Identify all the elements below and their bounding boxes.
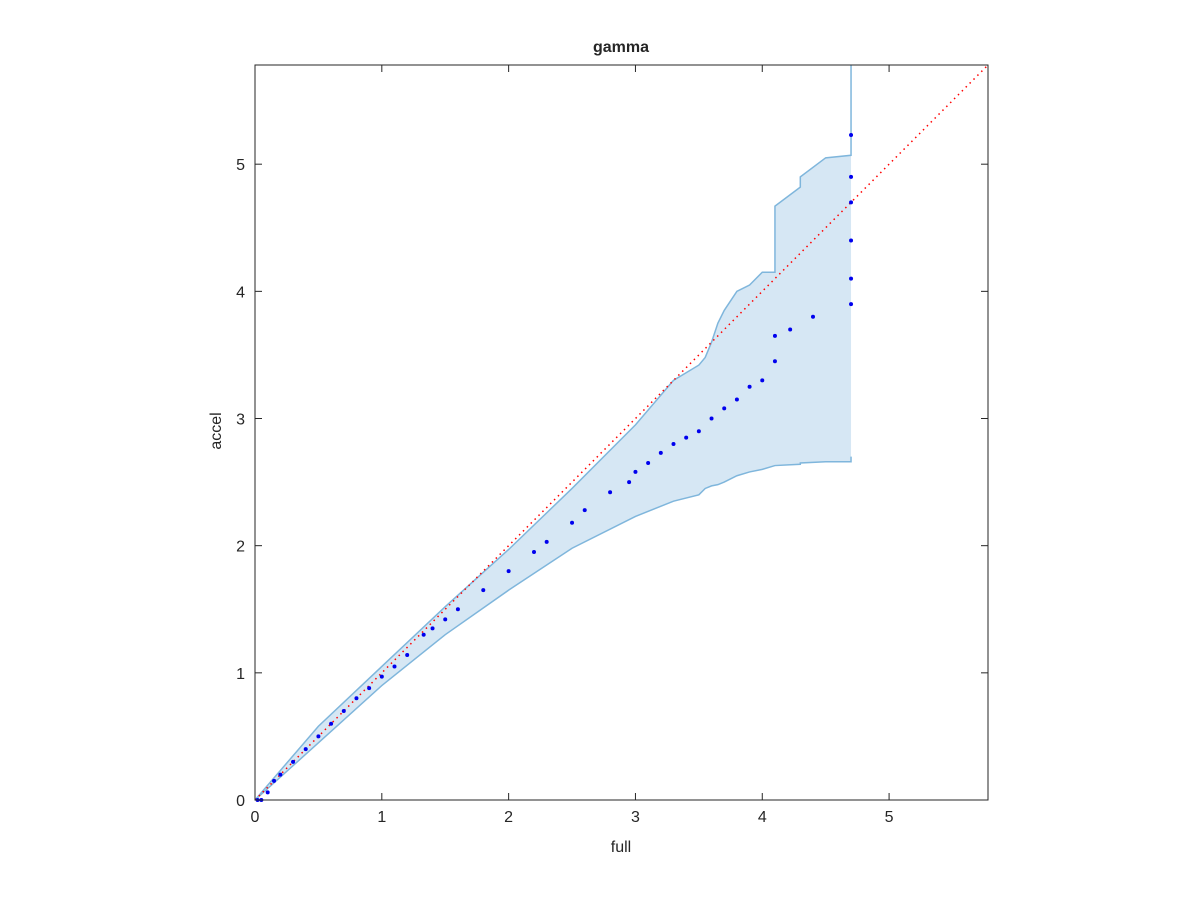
band-upper-edge xyxy=(254,65,852,801)
point xyxy=(627,480,632,485)
point xyxy=(291,759,296,764)
point xyxy=(684,435,689,440)
point xyxy=(671,441,676,446)
x-tick-label: 3 xyxy=(631,809,640,826)
point xyxy=(788,327,793,332)
point xyxy=(772,333,777,338)
point xyxy=(303,747,308,752)
point xyxy=(506,569,511,574)
point xyxy=(646,461,651,466)
point xyxy=(354,696,359,701)
y-axis-label: accel xyxy=(208,412,225,449)
point xyxy=(421,632,426,637)
point xyxy=(329,721,334,726)
point xyxy=(633,469,638,474)
point xyxy=(455,607,460,612)
point xyxy=(379,674,384,679)
point xyxy=(849,238,854,243)
point xyxy=(608,490,613,495)
x-tick-label: 1 xyxy=(377,809,386,826)
x-axis-label: full xyxy=(611,839,631,856)
point xyxy=(849,132,854,137)
y-tick-label: 2 xyxy=(236,539,245,556)
point xyxy=(772,359,777,364)
point xyxy=(849,200,854,205)
point xyxy=(531,550,536,555)
x-tick-label: 0 xyxy=(251,809,260,826)
band-fill xyxy=(255,65,852,800)
point xyxy=(316,734,321,739)
y-tick-label: 1 xyxy=(236,666,245,683)
point xyxy=(430,626,435,631)
y-tick-label: 5 xyxy=(236,157,245,174)
chart-title: gamma xyxy=(593,39,649,56)
x-tick-label: 4 xyxy=(758,809,767,826)
point xyxy=(709,416,714,421)
point xyxy=(747,384,752,389)
point xyxy=(696,429,701,434)
point xyxy=(570,520,575,525)
point xyxy=(481,588,486,593)
axes-box xyxy=(254,64,989,801)
point xyxy=(658,450,663,455)
point xyxy=(849,302,854,307)
point xyxy=(405,653,410,658)
y-tick-label: 4 xyxy=(236,284,245,301)
point xyxy=(582,508,587,513)
y-tick-label: 3 xyxy=(236,412,245,429)
point xyxy=(278,772,283,777)
x-tick-label: 2 xyxy=(504,809,513,826)
point xyxy=(760,378,765,383)
point xyxy=(443,617,448,622)
point xyxy=(810,314,815,319)
point xyxy=(392,664,397,669)
point xyxy=(849,174,854,179)
y-tick-label: 0 xyxy=(236,793,245,810)
reference-line xyxy=(254,64,989,801)
point xyxy=(722,406,727,411)
x-tick-label: 5 xyxy=(885,809,894,826)
point xyxy=(544,539,549,544)
point xyxy=(734,397,739,402)
point xyxy=(265,790,270,795)
point xyxy=(849,276,854,281)
point xyxy=(272,778,277,783)
point xyxy=(341,708,346,713)
point xyxy=(367,686,372,691)
band-lower-edge xyxy=(254,456,852,801)
